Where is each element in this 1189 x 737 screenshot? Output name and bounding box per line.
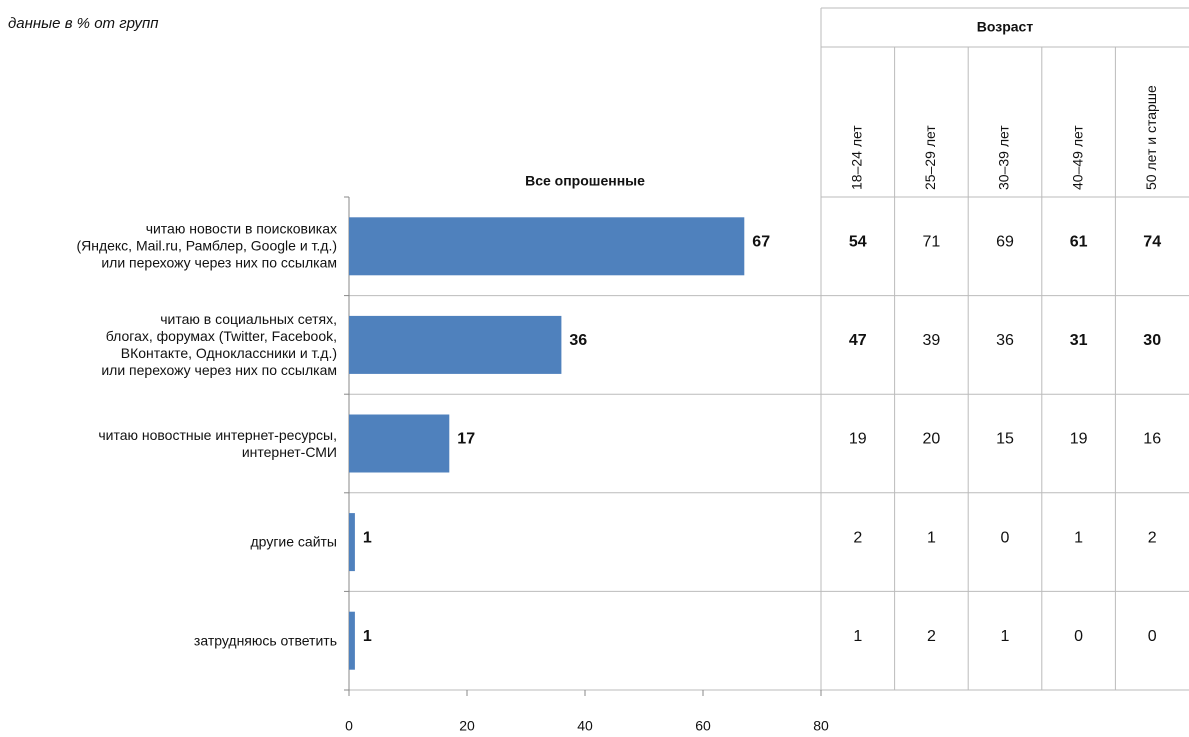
table-cell: 2 bbox=[927, 628, 936, 645]
table-cell: 0 bbox=[1148, 628, 1157, 645]
column-header: 30–39 лет bbox=[996, 125, 1012, 190]
category-label: читаю новости в поисковиках (Яндекс, Mai… bbox=[76, 220, 337, 271]
table-cell: 2 bbox=[1148, 529, 1157, 546]
bar bbox=[349, 611, 355, 670]
table-cell: 69 bbox=[996, 234, 1014, 251]
category-label: другие сайты bbox=[250, 533, 337, 550]
table-cell: 36 bbox=[996, 332, 1014, 349]
bar bbox=[349, 414, 450, 473]
table-cell: 20 bbox=[923, 431, 941, 448]
column-header: 18–24 лет bbox=[849, 125, 865, 190]
table-cell: 19 bbox=[1070, 431, 1088, 448]
table-cell: 39 bbox=[923, 332, 941, 349]
table-cell: 1 bbox=[853, 628, 862, 645]
value-label: 1 bbox=[363, 529, 372, 546]
x-tick-label: 20 bbox=[459, 718, 475, 734]
x-tick-label: 0 bbox=[345, 718, 353, 734]
category-label: читаю в социальных сетях, блогах, форума… bbox=[101, 310, 337, 378]
table-cell: 1 bbox=[927, 529, 936, 546]
table-cell: 0 bbox=[1074, 628, 1083, 645]
subtitle: данные в % от групп bbox=[8, 15, 158, 32]
table-cell: 54 bbox=[849, 234, 867, 251]
column-header: 25–29 лет bbox=[922, 125, 938, 190]
table-title: Возраст bbox=[977, 19, 1034, 35]
x-tick-label: 80 bbox=[813, 718, 829, 734]
value-label: 1 bbox=[363, 628, 372, 645]
table-cell: 71 bbox=[923, 234, 941, 251]
table-cell: 47 bbox=[849, 332, 867, 349]
x-tick-label: 60 bbox=[695, 718, 711, 734]
category-label: затрудняюсь ответить bbox=[193, 632, 337, 649]
category-label: читаю новостные интернет-ресурсы, интерн… bbox=[98, 426, 337, 460]
value-label: 17 bbox=[457, 431, 475, 448]
value-label: 36 bbox=[569, 332, 587, 349]
table-cell: 1 bbox=[1074, 529, 1083, 546]
table-cell: 19 bbox=[849, 431, 867, 448]
table-cell: 1 bbox=[1001, 628, 1010, 645]
table-cell: 74 bbox=[1143, 234, 1161, 251]
table-cell: 61 bbox=[1070, 234, 1088, 251]
bar bbox=[349, 217, 745, 276]
table-cell: 2 bbox=[853, 529, 862, 546]
table-cell: 0 bbox=[1001, 529, 1010, 546]
column-header: 50 лет и старше bbox=[1143, 85, 1159, 190]
column-header: 40–49 лет bbox=[1069, 125, 1085, 190]
value-label: 67 bbox=[752, 234, 770, 251]
table-cell: 16 bbox=[1143, 431, 1161, 448]
table-cell: 30 bbox=[1143, 332, 1161, 349]
bar bbox=[349, 315, 562, 374]
series-title: Все опрошенные bbox=[525, 173, 645, 189]
table-cell: 15 bbox=[996, 431, 1014, 448]
x-tick-label: 40 bbox=[577, 718, 593, 734]
table-cell: 31 bbox=[1070, 332, 1088, 349]
bar bbox=[349, 513, 355, 572]
